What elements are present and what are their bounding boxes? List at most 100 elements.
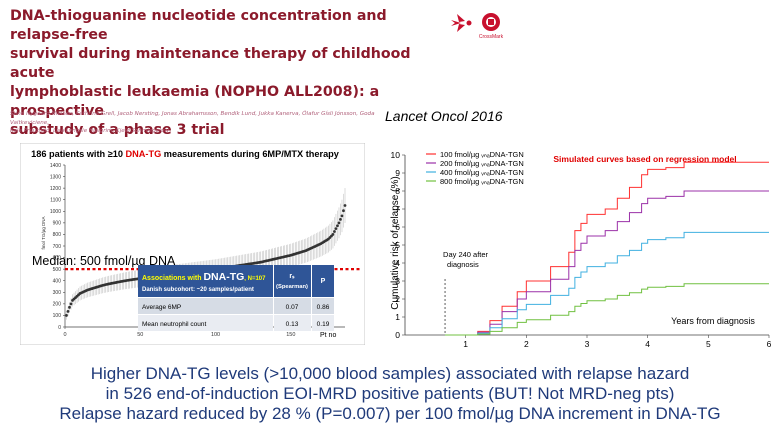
data-point (68, 305, 71, 309)
data-point (333, 230, 336, 233)
table-subheader: Danish subcohort: ~20 samples/patient (142, 287, 254, 293)
y-tick-label: 700 (53, 244, 62, 250)
y-tick-label: 1100 (50, 198, 61, 204)
day240-label: diagnosis (447, 260, 479, 269)
pt-no-label: Pt no (320, 332, 336, 339)
relapse-xlabel: Years from diagnosis (671, 316, 755, 326)
x-tick-label: 150 (286, 332, 295, 338)
data-point (331, 233, 335, 236)
relapse-ylabel: Cumulative risk of relapse (%) (390, 176, 401, 309)
x-tick-label: 100 (211, 332, 220, 338)
relapse-curve (445, 190, 769, 336)
crossmark-icon (482, 13, 500, 31)
legend-label: 800 fmol/µg ᵥₙₐDNA-TGN (440, 177, 524, 186)
title-line: substudy of a phase 3 trial (10, 122, 225, 138)
caption-suffix: measurements during 6MP/MTX therapy (161, 149, 340, 159)
y-tick-label: 100 (53, 313, 62, 319)
y-tick-label: 10 (391, 150, 401, 160)
row-r: 0.07 (286, 304, 299, 311)
authors-line: Kaie Pruunsild, Lisa Lyngsie Hjalgrim, K… (10, 128, 169, 134)
data-point (340, 214, 344, 218)
data-point (66, 309, 70, 313)
y-tick-label: 900 (53, 221, 62, 227)
y-tick-label: 200 (53, 302, 62, 308)
data-point (65, 314, 68, 317)
y-tick-label: 8 (395, 186, 400, 196)
title-line: lymphoblastic leukaemia (NOPHO ALL2008):… (10, 84, 380, 119)
y-tick-label: 2 (395, 294, 400, 304)
conclusion-line-3: Relapse hazard reduced by 28 % (P=0.007)… (59, 404, 721, 423)
legend-label: 100 fmol/µg ᵥₙₐDNA-TGN (440, 150, 524, 159)
association-table: Associations with DNA-TG, N=107 Danish s… (138, 265, 334, 331)
x-tick-label: 4 (645, 339, 650, 349)
col-p-header: P (321, 278, 326, 285)
y-tick-label: 5 (395, 240, 400, 250)
x-tick-label: 3 (585, 339, 590, 349)
x-tick-label: 50 (137, 332, 143, 338)
data-point (342, 209, 345, 213)
authors: Stine Nygaard Nielsen, Kathrine Grell, J… (10, 110, 410, 136)
y-tick-label: 500 (53, 267, 62, 273)
y-tick-label: 800 (53, 232, 62, 238)
y-tick-label: 600 (53, 255, 62, 261)
table-header: Associations with DNA-TG, N=107 (142, 271, 266, 283)
y-tick-label: 7 (395, 204, 400, 214)
y-tick-label: 0 (395, 330, 400, 340)
x-tick-label: 0 (63, 332, 66, 338)
table-header-prefix: Associations with (142, 275, 203, 282)
x-tick-label: 6 (767, 339, 772, 349)
title-line: DNA-thioguanine nucleotide concentration… (10, 8, 387, 43)
y-tick-label: 9 (395, 168, 400, 178)
median-label: Median: 500 fmol/µg DNA (32, 254, 176, 268)
data-point (336, 224, 339, 228)
sparkle-icon (451, 14, 472, 32)
data-point (337, 221, 341, 225)
col-r-sub-header: (Spearman) (276, 284, 308, 290)
relapse-curve (445, 231, 769, 336)
y-tick-label: 300 (53, 290, 62, 296)
y-tick-label: 1300 (50, 174, 61, 180)
conclusion-line-1: Higher DNA-TG levels (>10,000 blood samp… (90, 364, 690, 383)
relapse-risk-chart: Cumulative risk of relapse (%) 0 1 2 3 4 5 6 7 8… (390, 150, 772, 349)
conclusion-line-2: in 526 end-of-induction EOI-MRD positive… (105, 384, 675, 403)
x-tick-label: 2 (524, 339, 529, 349)
y-tick-label: 3 (395, 276, 400, 286)
row-p: 0.19 (317, 321, 330, 328)
day240-label: Day 240 after (443, 250, 489, 259)
x-tick-label: 5 (706, 339, 711, 349)
data-point (69, 302, 73, 306)
legend-label: 400 fmol/µg ᵥₙₐDNA-TGN (440, 168, 524, 177)
relapse-curve (445, 161, 769, 336)
data-point (343, 204, 347, 207)
y-tick-label: 400 (53, 279, 62, 285)
legend-label: 200 fmol/µg ᵥₙₐDNA-TGN (440, 159, 524, 168)
data-point (339, 217, 342, 221)
col-r-header: rₛ (289, 273, 295, 280)
table-header-n: , N=107 (244, 276, 266, 282)
table-header-highlight: DNA-TG (203, 271, 244, 283)
paper-title: DNA-thioguanine nucleotide concentration… (10, 7, 430, 140)
row-label: Mean neutrophil count (142, 321, 207, 328)
crossmark-logo: CrossMark (451, 13, 504, 40)
y-tick-label: 1200 (50, 186, 61, 192)
y-tick-label: 1400 (50, 163, 61, 169)
y-tick-label: 6 (395, 222, 400, 232)
y-tick-label: 1000 (50, 209, 61, 215)
scatter-caption: 186 patients with ≥10 DNA-TG measurement… (31, 149, 340, 159)
title-line: survival during maintenance therapy of c… (10, 46, 411, 81)
authors-line: Stine Nygaard Nielsen, Kathrine Grell, J… (10, 111, 375, 126)
scatter-axes: 0 100 200 300 400 500 600 700 800 900 1000 1100 1200… (50, 163, 345, 338)
relapse-curve (445, 283, 769, 336)
logo-text: CrossMark (479, 34, 504, 40)
relapse-axes: 0 1 2 3 4 5 6 7 8 9 10 1 2 3 4 5 6 (391, 150, 772, 349)
y-tick-label: 1 (395, 312, 400, 322)
dna-tg-scatter-chart: 186 patients with ≥10 DNA-TG measurement… (20, 143, 365, 345)
caption-highlight: DNA-TG (126, 149, 162, 159)
row-r: 0.13 (286, 321, 299, 328)
y-tick-label: 4 (395, 258, 400, 268)
caption-prefix: 186 patients with ≥10 (31, 149, 125, 159)
row-p: 0.86 (317, 304, 330, 311)
relapse-title: Simulated curves based on regression mod… (553, 154, 736, 164)
